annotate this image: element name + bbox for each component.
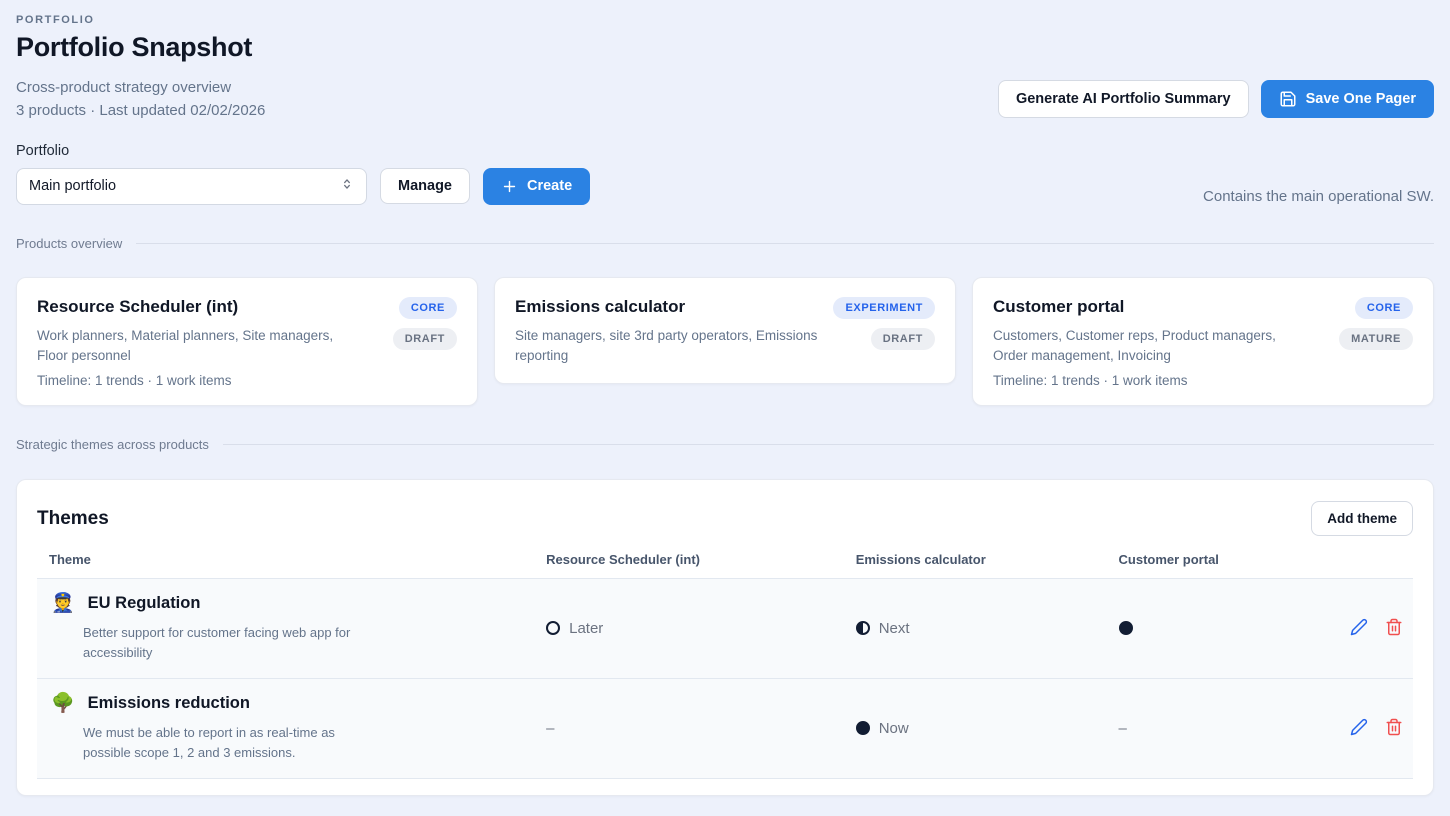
page-meta: 3 products · Last updated 02/02/2026 (16, 101, 266, 119)
product-timeline: Timeline: 1 trends · 1 work items (993, 373, 1188, 389)
product-name: Resource Scheduler (int) (37, 296, 239, 316)
product-description: Site managers, site 3rd party operators,… (515, 327, 818, 363)
product-badges: EXPERIMENT DRAFT (833, 296, 935, 367)
portfolio-select[interactable]: Main portfolio (16, 167, 367, 205)
theme-emoji: 🌳 (51, 693, 75, 715)
edit-theme-button[interactable] (1350, 618, 1368, 639)
theme-name: Emissions reduction (87, 694, 250, 713)
column-header-actions (1333, 552, 1413, 567)
products-section-label: Products overview (16, 235, 123, 251)
theme-row-emissions-reduction: 🌳 Emissions reduction We must be able to… (37, 679, 1413, 780)
delete-theme-button[interactable] (1385, 718, 1403, 739)
products-section-divider: Products overview (16, 236, 1434, 251)
themes-title: Themes (37, 507, 109, 529)
theme-description: We must be able to report in as real-tim… (83, 725, 335, 760)
stage-badge: CORE (1354, 296, 1413, 319)
status-dot (855, 721, 870, 736)
themes-table-header: Theme Resource Scheduler (int) Emissions… (37, 552, 1413, 580)
chevron-updown-icon (340, 176, 354, 196)
status-cell-customer-portal[interactable] (1118, 621, 1334, 636)
theme-cell: 👮 EU Regulation Better support for custo… (37, 594, 546, 662)
product-card-resource-scheduler[interactable]: Resource Scheduler (int) Work planners, … (16, 276, 478, 407)
theme-cell: 🌳 Emissions reduction We must be able to… (37, 694, 546, 762)
status-dot (546, 621, 561, 636)
product-name: Emissions calculator (515, 296, 686, 316)
pencil-icon (1350, 718, 1368, 739)
header-text: PORTFOLIO Portfolio Snapshot Cross-produ… (16, 12, 265, 119)
theme-description: Better support for customer facing web a… (83, 625, 351, 660)
create-label: Create (527, 178, 573, 195)
status-dot (855, 621, 870, 636)
status-badge: DRAFT (392, 327, 457, 350)
product-card-customer-portal[interactable]: Customer portal Customers, Customer reps… (972, 276, 1434, 407)
status-cell-resource-scheduler[interactable]: Later (546, 620, 856, 637)
product-card-body: Emissions calculator Site managers, site… (515, 297, 821, 367)
themes-section-label: Strategic themes across products (16, 437, 209, 453)
product-name: Customer portal (993, 296, 1125, 316)
portfolio-select-label: Portfolio (16, 142, 70, 159)
product-badges: CORE DRAFT (392, 296, 457, 389)
pencil-icon (1350, 618, 1368, 639)
edit-theme-button[interactable] (1350, 718, 1368, 739)
themes-section-divider: Strategic themes across products (16, 437, 1434, 452)
page-subtitle: Cross-product strategy overview (16, 79, 232, 96)
product-cards: Resource Scheduler (int) Work planners, … (16, 276, 1434, 407)
theme-head: 👮 EU Regulation (51, 594, 546, 613)
status-label: Later (569, 619, 604, 637)
generate-ai-summary-button[interactable]: Generate AI Portfolio Summary (997, 79, 1249, 118)
save-one-pager-button[interactable]: Save One Pager (1260, 79, 1434, 118)
save-icon (1279, 90, 1297, 108)
themes-panel-header: Themes Add theme (37, 501, 1413, 537)
themes-panel: Themes Add theme Theme Resource Schedule… (16, 479, 1434, 797)
column-header-resource-scheduler: Resource Scheduler (int) (546, 552, 700, 568)
create-button[interactable]: Create (483, 167, 591, 205)
product-card-body: Resource Scheduler (int) Work planners, … (37, 297, 347, 389)
status-badge: MATURE (1339, 327, 1413, 350)
portfolio-description: Contains the main operational SW. (1203, 187, 1434, 205)
page-header: PORTFOLIO Portfolio Snapshot Cross-produ… (16, 12, 1434, 119)
plus-icon (501, 178, 518, 195)
theme-emoji: 👮 (51, 593, 75, 615)
status-label: – (1118, 719, 1127, 737)
portfolio-select-value: Main portfolio (29, 178, 117, 195)
theme-actions (1333, 718, 1413, 739)
delete-theme-button[interactable] (1385, 618, 1403, 639)
product-description: Customers, Customer reps, Product manage… (993, 327, 1276, 363)
product-badges: CORE MATURE (1339, 296, 1413, 389)
status-dot (1118, 621, 1133, 636)
status-label: – (546, 719, 555, 737)
breadcrumb: PORTFOLIO (16, 14, 95, 26)
status-cell-resource-scheduler[interactable]: – (546, 720, 856, 737)
product-timeline: Timeline: 1 trends · 1 work items (37, 373, 232, 389)
status-cell-emissions-calculator[interactable]: Next (855, 619, 1119, 637)
product-description: Work planners, Material planners, Site m… (37, 327, 334, 363)
status-cell-customer-portal[interactable]: – (1119, 720, 1334, 737)
theme-actions (1333, 618, 1413, 639)
divider-line (136, 242, 1434, 244)
status-badge: DRAFT (870, 327, 935, 350)
save-one-pager-label: Save One Pager (1305, 90, 1416, 107)
portfolio-selector-row: Main portfolio Manage Create Contains th… (16, 167, 1434, 205)
themes-table: Theme Resource Scheduler (int) Emissions… (37, 552, 1413, 780)
manage-button[interactable]: Manage (380, 168, 470, 205)
theme-head: 🌳 Emissions reduction (51, 694, 546, 713)
header-actions: Generate AI Portfolio Summary Save One P… (997, 79, 1434, 118)
status-label: Next (878, 619, 910, 637)
page-title: Portfolio Snapshot (16, 32, 253, 62)
status-label: Now (878, 719, 909, 737)
stage-badge: EXPERIMENT (833, 296, 935, 319)
theme-row-eu-regulation: 👮 EU Regulation Better support for custo… (37, 579, 1413, 680)
product-card-emissions-calculator[interactable]: Emissions calculator Site managers, site… (494, 276, 956, 385)
trash-icon (1385, 618, 1403, 639)
product-card-body: Customer portal Customers, Customer reps… (993, 297, 1303, 389)
column-header-customer-portal: Customer portal (1118, 552, 1219, 568)
trash-icon (1385, 718, 1403, 739)
stage-badge: CORE (398, 296, 457, 319)
add-theme-button[interactable]: Add theme (1311, 501, 1413, 537)
theme-name: EU Regulation (87, 594, 201, 613)
column-header-theme: Theme (49, 552, 91, 568)
divider-line (222, 444, 1434, 446)
status-cell-emissions-calculator[interactable]: Now (855, 719, 1119, 737)
column-header-emissions-calculator: Emissions calculator (855, 552, 986, 568)
